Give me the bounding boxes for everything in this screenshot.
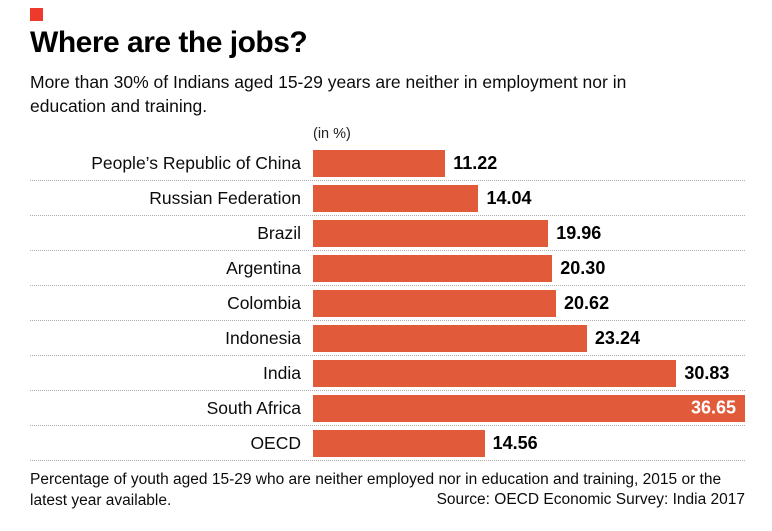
category-label: Indonesia [225,327,301,348]
bar-row: Russian Federation 14.04 [30,181,745,217]
bar-track: 14.56 [313,426,745,460]
category-label: People’s Republic of China [91,152,301,173]
chart-title: Where are the jobs? [30,26,308,59]
bar-row: Brazil 19.96 [30,216,745,252]
brand-red-square [30,8,43,21]
bar: 36.65 [313,394,745,422]
bar [313,219,549,247]
bar-track: 11.22 [313,146,745,180]
value-label: 14.56 [492,432,538,453]
value-label: 20.30 [560,257,606,278]
bar-track: 23.24 [313,321,745,355]
value-label: 19.96 [556,222,602,243]
unit-label: (in %) [313,126,351,143]
bar [313,149,446,177]
bar [313,184,479,212]
bar-track: 14.04 [313,181,745,215]
bar [313,289,557,317]
value-label: 11.22 [453,152,498,173]
category-label: India [263,362,301,383]
chart-subtitle: More than 30% of Indians aged 15-29 year… [30,72,627,117]
bar-row: Argentina 20.30 [30,251,745,287]
category-label: OECD [250,432,301,453]
bar-track: 20.30 [313,251,745,285]
value-label: 14.04 [486,187,532,208]
bar [313,359,677,387]
bar-track: 30.83 [313,356,745,390]
source-credit: Source: OECD Economic Survey: India 2017 [436,491,745,509]
category-label: South Africa [206,397,301,418]
value-label: 36.65 [690,397,736,418]
bar-chart: People’s Republic of China 11.22 Russian F… [30,146,745,462]
category-label: Colombia [227,292,301,313]
bar-row: OECD 14.56 [30,426,745,462]
bar-row: India 30.83 [30,356,745,392]
bar-track: 36.65 [313,391,745,425]
category-label: Brazil [257,222,301,243]
chart-footer: Percentage of youth aged 15-29 who are n… [30,470,745,512]
bar-track: 20.62 [313,286,745,320]
bar-row: Colombia 20.62 [30,286,745,322]
value-label: 20.62 [564,292,610,313]
value-label: 30.83 [684,362,730,383]
bar-row: Indonesia 23.24 [30,321,745,357]
category-label: Argentina [226,257,301,278]
bar [313,324,587,352]
bar-track: 19.96 [313,216,745,250]
bar-row: People’s Republic of China 11.22 [30,146,745,182]
bar [313,429,485,457]
category-label: Russian Federation [149,187,301,208]
bar-row: South Africa 36.65 [30,391,745,427]
footnote: Percentage of youth aged 15-29 who are n… [30,471,722,510]
value-label: 23.24 [594,327,640,348]
bar [313,254,553,282]
